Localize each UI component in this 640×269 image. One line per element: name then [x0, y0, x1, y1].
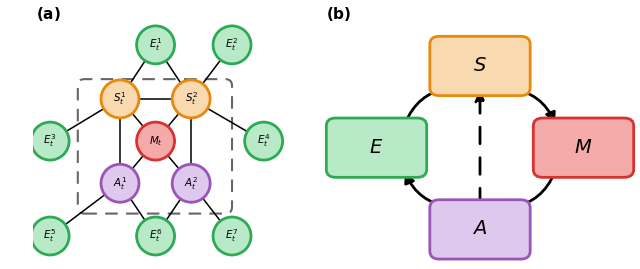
Text: $E_t^3$: $E_t^3$ — [44, 133, 57, 150]
Text: $E_t^6$: $E_t^6$ — [149, 228, 163, 245]
Circle shape — [101, 164, 139, 202]
Text: $\bf{(a)}$: $\bf{(a)}$ — [36, 5, 61, 23]
Circle shape — [213, 26, 251, 64]
FancyBboxPatch shape — [430, 200, 530, 259]
FancyBboxPatch shape — [326, 118, 427, 177]
Text: $E_t^5$: $E_t^5$ — [44, 228, 57, 245]
Text: $E$: $E$ — [369, 139, 383, 157]
Text: $A_t^1$: $A_t^1$ — [113, 175, 127, 192]
FancyArrowPatch shape — [406, 175, 450, 207]
FancyBboxPatch shape — [430, 36, 530, 95]
Circle shape — [136, 217, 175, 255]
Text: $M$: $M$ — [574, 139, 593, 157]
Text: $M_t$: $M_t$ — [148, 134, 163, 148]
Circle shape — [172, 80, 210, 118]
Text: $S_t^1$: $S_t^1$ — [113, 90, 127, 107]
Text: $A_t^2$: $A_t^2$ — [184, 175, 198, 192]
Text: $E_t^4$: $E_t^4$ — [257, 133, 271, 150]
Circle shape — [213, 217, 251, 255]
FancyArrowPatch shape — [510, 88, 554, 121]
Text: $E_t^1$: $E_t^1$ — [149, 37, 162, 53]
FancyArrowPatch shape — [513, 172, 555, 210]
Text: $S$: $S$ — [473, 57, 487, 75]
Circle shape — [244, 122, 283, 160]
Text: $E_t^7$: $E_t^7$ — [225, 228, 239, 245]
Circle shape — [31, 217, 69, 255]
Text: $\bf{(b)}$: $\bf{(b)}$ — [326, 5, 352, 23]
FancyArrowPatch shape — [405, 86, 447, 123]
Circle shape — [172, 164, 210, 202]
FancyBboxPatch shape — [533, 118, 634, 177]
Text: $E_t^2$: $E_t^2$ — [225, 37, 239, 53]
Circle shape — [31, 122, 69, 160]
Circle shape — [101, 80, 139, 118]
Text: $A$: $A$ — [472, 220, 488, 238]
FancyArrowPatch shape — [476, 94, 484, 205]
Circle shape — [136, 26, 175, 64]
Circle shape — [136, 122, 175, 160]
Text: $S_t^2$: $S_t^2$ — [184, 90, 198, 107]
